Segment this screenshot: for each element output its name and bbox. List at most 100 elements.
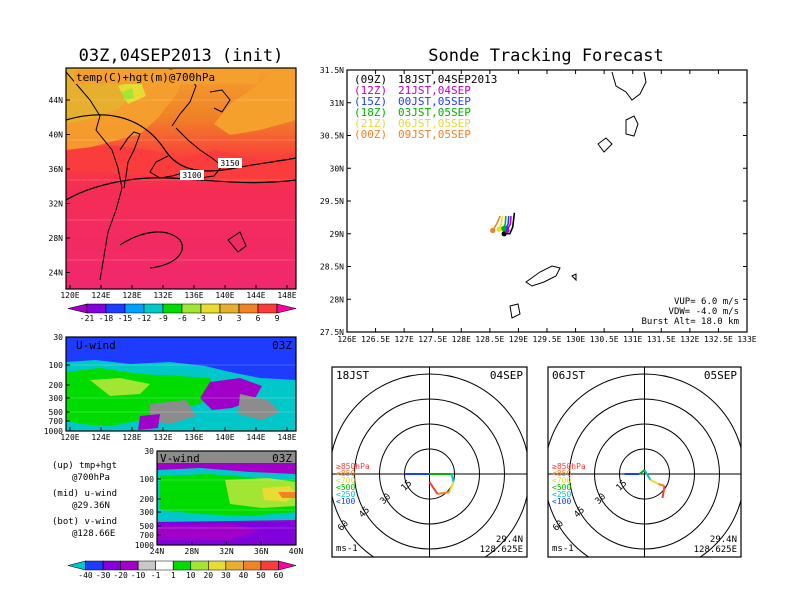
colorbar-label: 40 xyxy=(239,571,249,580)
lon-tick-label: 120E xyxy=(60,291,79,300)
colorbar-swatch xyxy=(137,560,156,571)
colorbar-swatch xyxy=(155,560,174,571)
legend-time: 18JST,04SEP2013 xyxy=(398,73,497,86)
polar-level-label: ≥850hPa xyxy=(336,462,370,471)
polar-lon: 128.625E xyxy=(694,545,737,555)
lon-tick-label: 130.5E xyxy=(590,335,619,344)
pressure-tick-label: 200 xyxy=(49,381,64,390)
polar-level-label: <850 xyxy=(336,469,355,478)
lon-tick-label: 126E xyxy=(337,335,356,344)
lon-tick-label: 133E xyxy=(737,335,756,344)
lon-tick-label: 127E xyxy=(395,335,414,344)
lat-tick-label: 24N xyxy=(150,547,165,556)
note-line: @128.66E xyxy=(72,529,115,539)
colorbar-label: -3 xyxy=(196,314,206,323)
colorbar-label: 6 xyxy=(256,314,261,323)
pressure-tick-label: 30 xyxy=(53,333,63,342)
polar-date: 04SEP xyxy=(490,369,523,382)
colorbar-swatch xyxy=(181,303,202,314)
lon-tick-label: 132E xyxy=(153,291,172,300)
legend-code: (21Z) xyxy=(354,117,387,130)
lat-tick-label: 28.5N xyxy=(320,263,344,272)
hodograph-segment xyxy=(661,485,666,499)
lon-tick-label: 128E xyxy=(122,433,141,442)
u-wind-label: U-wind xyxy=(76,339,116,352)
colorbar-label: -15 xyxy=(118,314,133,323)
legend-time: 21JST,04SEP xyxy=(398,84,471,97)
legend-code: (09Z) xyxy=(354,73,387,86)
legend-code: (18Z) xyxy=(354,106,387,119)
lon-tick-label: 120E xyxy=(60,433,79,442)
lat-tick-label: 29.5N xyxy=(320,197,344,206)
tracking-lon-ticks: 126E 126.5E 127E 127.5E 128E 128.5E 129E 129.5E… xyxy=(337,70,757,344)
tracking-param: VDW= -4.0 m/s xyxy=(669,307,739,317)
lat-tick-label: 32N xyxy=(219,547,234,556)
lat-tick-label: 28N xyxy=(185,547,200,556)
colorbar-label: 50 xyxy=(256,571,266,580)
contour-label: 3150 xyxy=(220,159,239,168)
temp-map-panel: temp(C)+hgt(m)@700hPa 3150 3100 44N 40N 36N… xyxy=(49,67,297,300)
note-line: (mid) u-wind xyxy=(52,489,117,499)
lat-tick-label: 31N xyxy=(330,99,345,108)
v-wind-lat-ticks: 24N 28N 32N 36N 40N xyxy=(150,541,303,556)
polar-level-label: ≥850hPa xyxy=(552,462,586,471)
hot-band xyxy=(66,145,296,182)
map-lon-ticks: 120E 124E 128E 132E 136E 140E 144E 148E xyxy=(60,285,297,300)
colorbar-swatch xyxy=(85,560,104,571)
contour-label-bg xyxy=(180,170,204,180)
sonde-tracks xyxy=(490,212,516,237)
sonde-landing-point xyxy=(490,227,496,234)
lon-tick-label: 128E xyxy=(122,291,141,300)
temp-region-0c xyxy=(122,88,134,100)
u-wind-frame xyxy=(65,336,297,432)
colorbar-label: -21 xyxy=(80,314,95,323)
v-wind-label: V-wind xyxy=(160,452,200,465)
colorbar-label: -12 xyxy=(137,314,152,323)
lon-tick-label: 124E xyxy=(91,433,110,442)
lon-tick-label: 126.5E xyxy=(361,335,390,344)
colorbar-swatch xyxy=(190,560,209,571)
note-line: @700hPa xyxy=(72,473,110,483)
lon-tick-label: 130E xyxy=(566,335,585,344)
lat-tick-label: 28N xyxy=(49,234,64,243)
colorbar-swatch xyxy=(276,303,297,314)
colorbar-swatch xyxy=(102,560,121,571)
hodograph-segment xyxy=(437,491,450,495)
colorbar-swatch xyxy=(105,303,126,314)
lon-tick-label: 144E xyxy=(246,291,265,300)
colorbar-swatch xyxy=(219,303,240,314)
polar-lat: 29.4N xyxy=(710,535,737,545)
polar-lon: 128.625E xyxy=(480,545,523,555)
pressure-tick-label: 1000 xyxy=(135,541,154,550)
colorbar-swatch xyxy=(260,560,279,571)
colorbar-swatch xyxy=(208,560,227,571)
lat-tick-label: 30N xyxy=(330,164,345,173)
right-title: Sonde Tracking Forecast xyxy=(428,46,663,66)
colorbar-label: 1 xyxy=(171,571,176,580)
polar-level-label: <250 xyxy=(552,490,571,499)
hodograph-segment xyxy=(643,469,652,481)
lon-tick-label: 131E xyxy=(623,335,642,344)
polar-unit: ms-1 xyxy=(336,544,358,554)
hodograph-segment xyxy=(650,479,659,485)
tracking-param: VUP= 6.0 m/s xyxy=(674,297,739,307)
pressure-tick-label: 300 xyxy=(49,394,64,403)
polar-unit: ms-1 xyxy=(552,544,574,554)
polar-level-label: <500 xyxy=(336,483,355,492)
tracking-param: Burst Alt= 18.0 km xyxy=(641,317,739,327)
height-contours xyxy=(66,114,296,269)
lon-tick-label: 136E xyxy=(184,433,203,442)
colorbar-swatch xyxy=(243,560,262,571)
lon-tick-label: 127.5E xyxy=(418,335,447,344)
colorbar-swatch xyxy=(67,303,88,314)
legend-time: 00JST,05SEP xyxy=(398,95,471,108)
u-wind-band-lime xyxy=(90,378,150,396)
lon-tick-label: 148E xyxy=(277,433,296,442)
lat-tick-label: 28N xyxy=(330,295,345,304)
note-line: (bot) v-wind xyxy=(52,517,117,527)
u-wind-time: 03Z xyxy=(272,339,292,352)
lon-tick-label: 129.5E xyxy=(533,335,562,344)
